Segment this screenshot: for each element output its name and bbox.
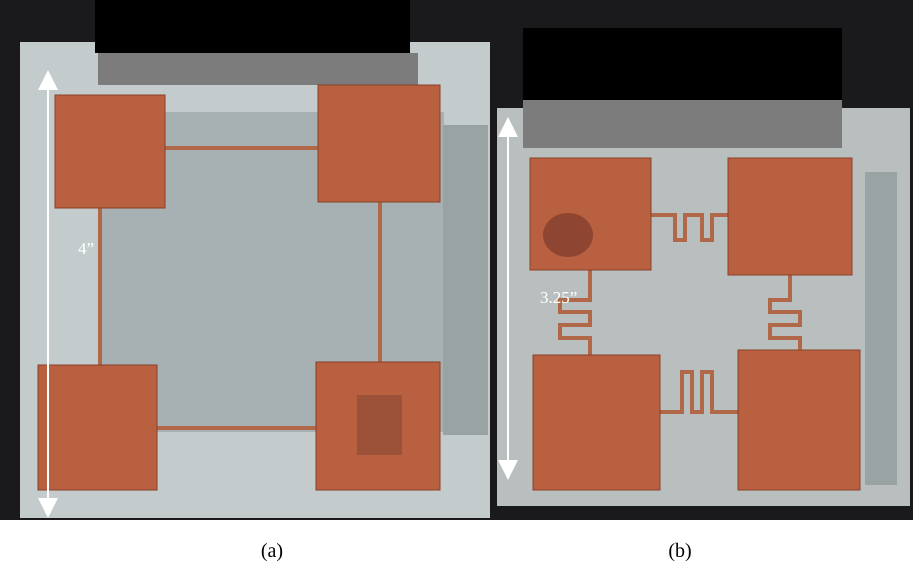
patch: [318, 85, 440, 202]
patch-detail: [543, 213, 593, 257]
dimension-label: 4”: [78, 239, 94, 258]
strip: [443, 125, 488, 435]
dimension-label: 3.25”: [540, 288, 577, 307]
patch: [738, 350, 860, 490]
caption: (a): [261, 540, 283, 562]
figure: 4” 3.25” (a) (b): [0, 0, 913, 575]
redaction: [523, 100, 842, 148]
patch: [530, 158, 651, 270]
strip: [865, 172, 897, 485]
patch: [38, 365, 157, 490]
redaction: [523, 28, 842, 100]
redaction: [95, 0, 410, 53]
patch: [533, 355, 660, 490]
patch: [55, 95, 165, 208]
redaction: [98, 53, 418, 85]
board-a: [20, 0, 490, 518]
caption: (b): [668, 540, 691, 562]
patch: [728, 158, 852, 275]
patch-detail: [357, 395, 402, 455]
